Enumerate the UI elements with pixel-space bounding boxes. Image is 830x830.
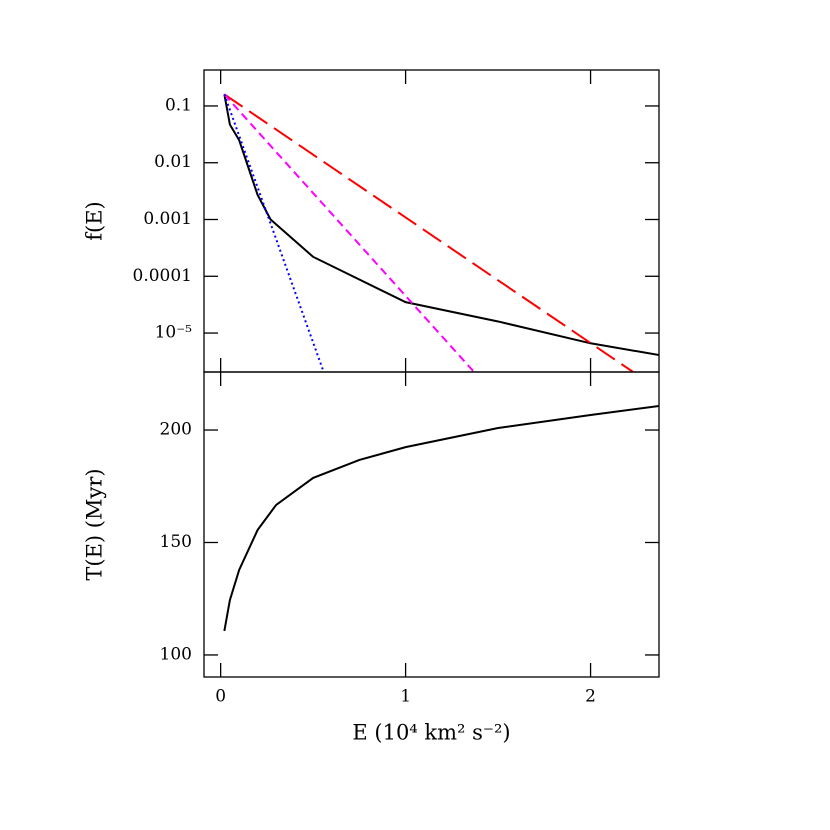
- data-line: [223, 93, 634, 372]
- y-tick-label: 0.001: [143, 209, 192, 229]
- y-tick-label: 0.1: [165, 95, 192, 115]
- x-tick-label: 0: [215, 687, 226, 707]
- x-tick-label: 2: [585, 687, 596, 707]
- x-tick-label: 1: [400, 687, 411, 707]
- y-tick-label: 10⁻⁵: [155, 323, 193, 343]
- data-line: [223, 404, 659, 632]
- y-tick-label: 150: [160, 532, 192, 552]
- data-line: [223, 93, 475, 372]
- y-axis-label: T(E) (Myr): [83, 468, 107, 580]
- y-tick-label: 100: [160, 644, 192, 664]
- y-axis-label: f(E): [83, 201, 107, 241]
- data-line: [223, 94, 659, 357]
- plot-frame: [203, 371, 660, 678]
- y-tick-label: 0.0001: [133, 266, 192, 286]
- data-line: [223, 94, 325, 372]
- y-tick-label: 0.01: [154, 152, 192, 172]
- x-axis-label: E (10⁴ km² s⁻²): [352, 721, 510, 745]
- y-tick-label: 200: [160, 420, 192, 440]
